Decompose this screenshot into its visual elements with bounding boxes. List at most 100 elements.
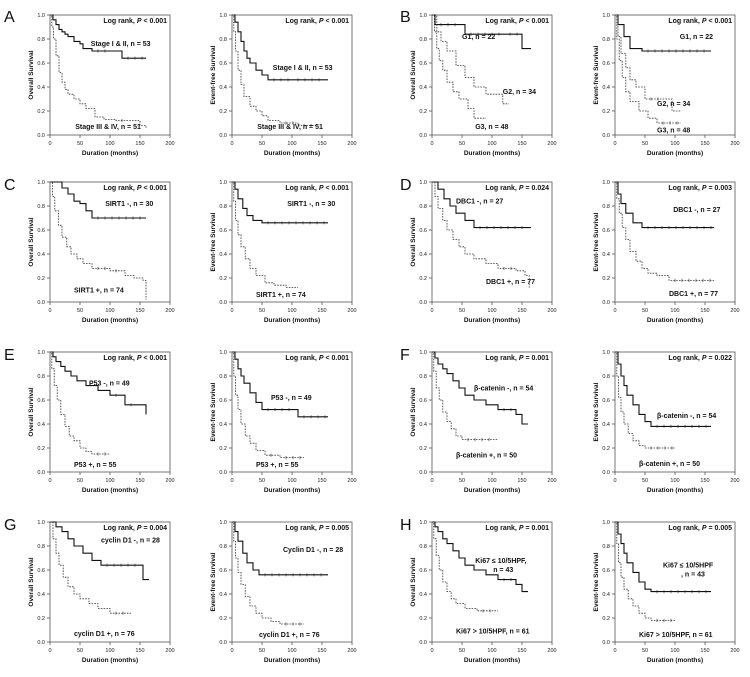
km-curve-solid-0: [232, 181, 328, 224]
x-tick-label: 150: [135, 648, 144, 654]
plot-frame: [231, 181, 353, 303]
y-tick-label: 0.0: [602, 300, 610, 306]
x-tick-label: 200: [730, 648, 739, 654]
x-tick-label: 100: [105, 648, 114, 654]
x-tick-label: 200: [347, 308, 356, 314]
x-tick-label: 200: [347, 141, 356, 147]
x-tick-label: 50: [259, 648, 265, 654]
log-rank-value: = 0.001: [524, 525, 550, 532]
x-tick-label: 100: [287, 141, 296, 147]
y-axis-title: Overall Survival: [410, 387, 417, 436]
log-rank-p: P: [519, 18, 524, 25]
x-tick-label: 0: [613, 478, 616, 484]
x-tick-label: 50: [642, 648, 648, 654]
x-tick-label: 0: [430, 308, 433, 314]
km-curve-solid-0: [432, 14, 531, 50]
x-tick-label: 200: [547, 648, 556, 654]
x-tick-label: 0: [613, 141, 616, 147]
x-tick-label: 50: [459, 141, 465, 147]
y-tick-label: 0.4: [219, 252, 227, 258]
y-tick-label: 0.2: [419, 446, 427, 452]
log-rank-p: P: [519, 525, 524, 532]
km-curve-dashed-1: [232, 521, 304, 625]
y-tick-label: 0.4: [219, 85, 227, 91]
y-tick-label: 1.0: [37, 180, 45, 186]
y-tick-label: 1.0: [219, 350, 227, 356]
series-label: G3, n = 48: [657, 128, 690, 135]
series-label: SIRT1 -, n = 30: [287, 201, 335, 208]
x-tick-label: 0: [430, 478, 433, 484]
log-rank-prefix: Log rank,: [285, 18, 318, 25]
x-axis-title: Duration (months): [82, 657, 138, 664]
plot-frame: [231, 521, 353, 643]
km-curve-solid-0: [615, 521, 711, 593]
x-tick-label: 200: [165, 308, 174, 314]
y-tick-label: 0.4: [419, 592, 427, 598]
series-label: G2, n = 34: [657, 101, 690, 108]
y-tick-label: 0.4: [219, 422, 227, 428]
plot-frame: [614, 14, 736, 136]
log-rank-p: P: [519, 355, 524, 362]
y-tick-label: 0.6: [37, 398, 45, 404]
series-label: P53 +, n = 55: [256, 462, 299, 469]
log-rank-value: = 0.005: [324, 525, 350, 532]
log-rank-p: P: [319, 185, 324, 192]
y-axis-title: Event-free Survival: [593, 45, 600, 104]
series-label-line2: , n = 43: [681, 572, 705, 579]
series-label: P53 +, n = 55: [74, 462, 117, 469]
y-tick-label: 0.8: [602, 37, 610, 43]
y-axis-title: Event-free Survival: [593, 552, 600, 611]
x-tick-label: 0: [430, 141, 433, 147]
log-rank-value: = 0.005: [707, 525, 733, 532]
y-tick-label: 0.4: [602, 592, 610, 598]
y-tick-label: 0.8: [37, 204, 45, 210]
y-tick-label: 1.0: [602, 350, 610, 356]
km-curve-solid-0: [615, 14, 711, 52]
log-rank-p: P: [137, 525, 142, 532]
km-curve-dashed-1: [432, 521, 498, 612]
km-curve-dashed-1: [232, 14, 316, 126]
y-axis-title: Overall Survival: [28, 557, 35, 606]
series-label: DBC1 +, n = 77: [669, 291, 718, 298]
log-rank-prefix: Log rank,: [485, 355, 518, 362]
log-rank-annotation: Log rank, P < 0.001: [285, 18, 349, 25]
km-chart-d-efs: 0.0 0.2 0.4 0.6 0.8 1.0 0 50 100 150 200 Duration (…: [593, 180, 740, 324]
log-rank-p: P: [702, 355, 707, 362]
km-curve-dashed-1: [432, 351, 498, 440]
y-tick-label: 0.2: [419, 276, 427, 282]
x-tick-label: 100: [287, 478, 296, 484]
log-rank-annotation: Log rank, P = 0.024: [485, 185, 549, 192]
km-curve-dashed-1: [232, 181, 298, 288]
x-axis-title: Duration (months): [82, 487, 138, 494]
y-tick-label: 0.6: [602, 61, 610, 67]
log-rank-annotation: Log rank, P = 0.003: [668, 185, 732, 192]
x-tick-label: 200: [730, 308, 739, 314]
y-tick-label: 0.0: [219, 470, 227, 476]
y-tick-label: 0.0: [219, 133, 227, 139]
log-rank-value: = 0.004: [142, 525, 168, 532]
log-rank-prefix: Log rank,: [485, 18, 518, 25]
y-tick-label: 0.2: [219, 616, 227, 622]
log-rank-prefix: Log rank,: [103, 185, 136, 192]
y-tick-label: 0.6: [37, 568, 45, 574]
x-axis-title: Duration (months): [464, 150, 520, 157]
log-rank-prefix: Log rank,: [668, 18, 701, 25]
y-tick-label: 0.2: [602, 446, 610, 452]
y-axis-title: Overall Survival: [410, 557, 417, 606]
log-rank-prefix: Log rank,: [285, 525, 318, 532]
log-rank-value: < 0.001: [324, 355, 350, 362]
km-curve-dashed-1: [50, 521, 131, 614]
log-rank-prefix: Log rank,: [668, 525, 701, 532]
plot-frame: [49, 14, 171, 136]
y-tick-label: 1.0: [219, 520, 227, 526]
x-tick-label: 150: [317, 648, 326, 654]
log-rank-prefix: Log rank,: [485, 525, 518, 532]
series-label: Stage I & II, n = 53: [91, 41, 151, 48]
series-label: SIRT1 -, n = 30: [105, 201, 153, 208]
y-tick-label: 1.0: [419, 180, 427, 186]
y-axis-title: Event-free Survival: [593, 382, 600, 441]
panel-letter-g: G: [4, 517, 16, 534]
log-rank-value: < 0.001: [324, 185, 350, 192]
y-axis-title: Event-free Survival: [210, 45, 217, 104]
